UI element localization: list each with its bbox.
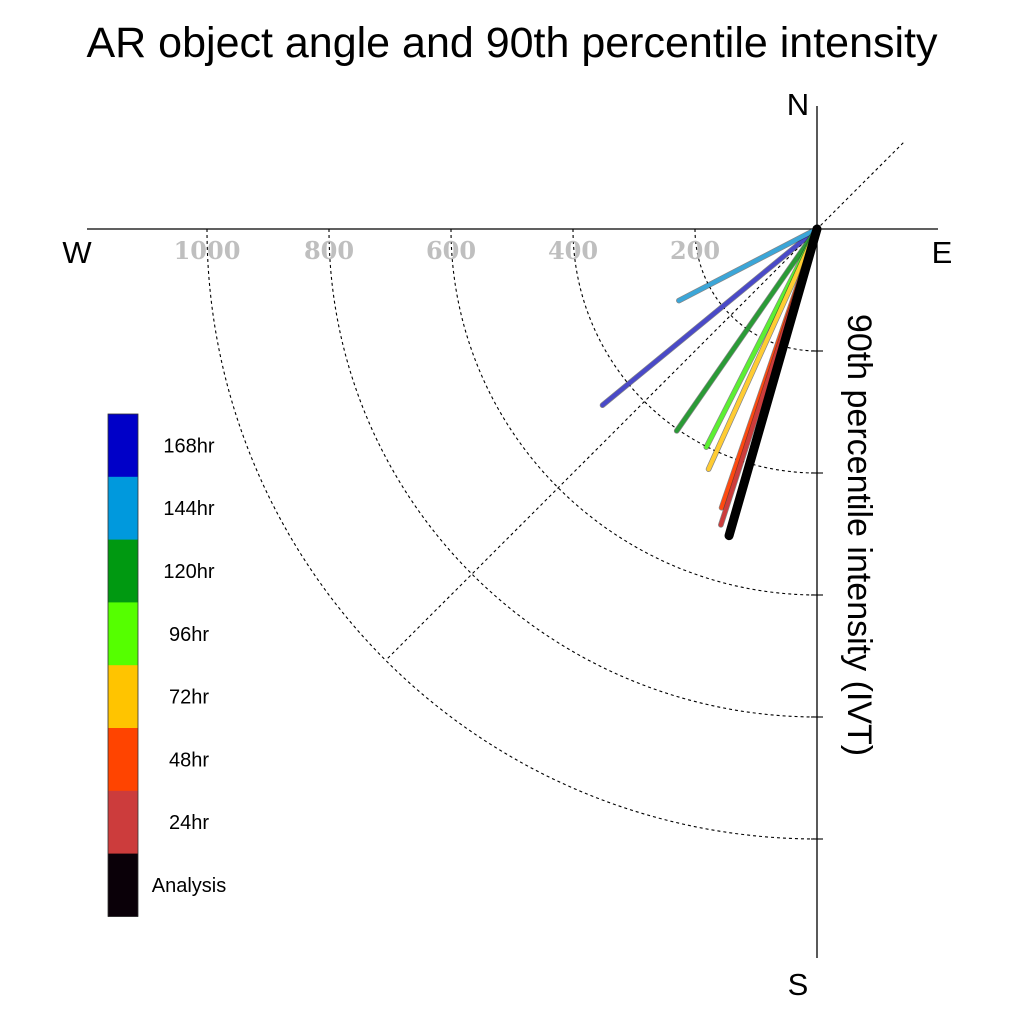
grid-arc <box>694 228 818 352</box>
grid-arc <box>206 228 818 840</box>
axes <box>87 106 938 958</box>
series-lines <box>599 224 822 541</box>
radial-tick-label: 1000 <box>174 236 241 265</box>
legend-label: 96hr <box>169 624 209 646</box>
radial-tick-label: 200 <box>670 236 720 265</box>
series-line <box>676 226 820 303</box>
legend-swatch <box>108 602 138 666</box>
series-line <box>674 226 820 433</box>
y-axis-label: 90th percentile intensity (IVT) <box>840 314 878 756</box>
grid-arc <box>450 228 818 596</box>
legend-swatch <box>108 790 138 855</box>
radial-tick-labels: 200 400 600 800 1000 <box>174 236 720 265</box>
grid-diagonal <box>385 142 904 661</box>
series-line <box>724 224 822 541</box>
grid-arc <box>572 228 818 474</box>
compass-north: N <box>787 87 809 122</box>
legend-label: 72hr <box>169 687 209 709</box>
legend-swatch <box>108 853 138 917</box>
radial-tick-label: 800 <box>304 236 354 265</box>
legend-frame <box>107 413 139 917</box>
legend-swatch <box>108 665 138 729</box>
legend-label: 168hr <box>163 435 214 457</box>
legend-label: Analysis <box>152 875 226 897</box>
legend: 168hr 144hr 120hr 96hr 72hr 48hr 24hr Analysis <box>107 413 226 917</box>
legend-swatch <box>108 414 138 478</box>
legend-label: 144hr <box>163 498 214 520</box>
grid-arc <box>328 228 818 718</box>
compass-south: S <box>788 967 809 1002</box>
legend-swatch <box>108 476 138 541</box>
radial-tick-label: 600 <box>426 236 476 265</box>
compass-west: W <box>62 235 92 270</box>
chart-title: AR object angle and 90th percentile inte… <box>87 19 938 67</box>
radial-tick-label: 400 <box>548 236 598 265</box>
series-line <box>600 226 820 408</box>
legend-label: 24hr <box>169 812 209 834</box>
legend-swatch <box>108 728 138 792</box>
series-line <box>706 226 820 472</box>
legend-swatch <box>108 539 138 603</box>
pole-point <box>813 225 821 233</box>
compass-east: E <box>932 235 953 270</box>
legend-label: 120hr <box>163 561 214 583</box>
legend-label: 48hr <box>169 749 209 771</box>
